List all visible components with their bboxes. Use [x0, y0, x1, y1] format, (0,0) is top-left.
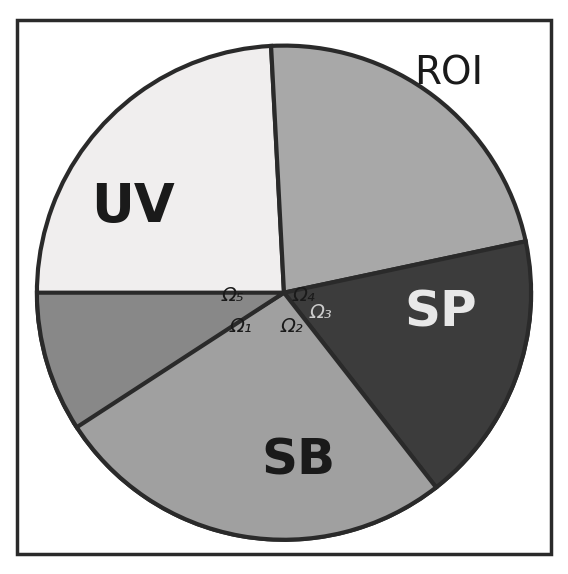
Text: Ω₅: Ω₅: [222, 286, 244, 305]
Wedge shape: [284, 241, 531, 487]
Text: ROI: ROI: [414, 55, 483, 93]
Text: Ω₂: Ω₂: [281, 317, 304, 336]
Wedge shape: [37, 293, 284, 427]
Wedge shape: [74, 293, 436, 540]
Text: Ω₃: Ω₃: [310, 303, 332, 322]
Text: UV: UV: [91, 181, 176, 234]
Text: SB: SB: [261, 436, 335, 484]
FancyBboxPatch shape: [17, 20, 551, 554]
Text: Ω₁: Ω₁: [230, 317, 253, 336]
Text: SP: SP: [404, 289, 477, 336]
Wedge shape: [37, 46, 531, 540]
Text: Ω₄: Ω₄: [293, 286, 315, 305]
Wedge shape: [271, 45, 525, 293]
